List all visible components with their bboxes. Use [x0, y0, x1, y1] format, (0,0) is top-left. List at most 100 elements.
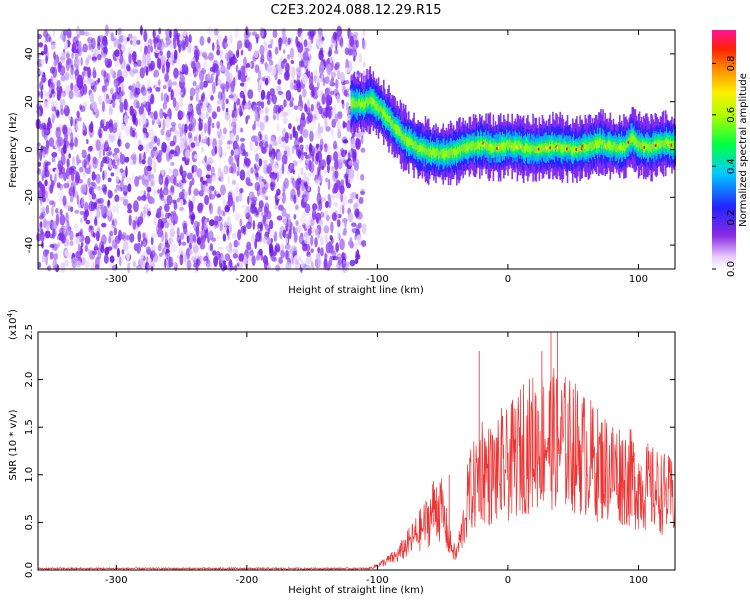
spectrogram-noise-cell — [262, 236, 269, 245]
spectrogram-noise-cell — [198, 121, 203, 131]
spectrogram-noise-cell — [268, 49, 272, 58]
spectrogram-ridge-cell — [433, 148, 435, 158]
spectrogram-ridge-cell — [427, 147, 430, 157]
spectrogram-noise-cell — [200, 131, 204, 137]
spectrogram-noise-cell — [181, 241, 187, 246]
spectrogram-noise-cell — [117, 186, 123, 192]
spectrogram-noise-cell — [224, 42, 229, 48]
spectrogram-noise-cell — [217, 166, 222, 178]
spectrogram-ridge-cell — [659, 139, 662, 149]
spectrogram-noise-cell — [205, 179, 208, 187]
spectrogram-noise-cell — [37, 33, 42, 40]
spectrogram-ridge-cell — [564, 141, 567, 152]
spectrogram-noise-cell — [204, 155, 207, 164]
spectrogram-ridge-cell — [371, 97, 374, 107]
spectrogram-noise-cell — [243, 83, 247, 94]
spectrogram-noise-cell — [236, 157, 240, 168]
spectrogram-noise-cell — [172, 135, 177, 145]
spectrogram-noise-cell — [309, 130, 312, 143]
spectrogram-noise-cell — [83, 184, 87, 193]
spectrogram-noise-cell — [267, 63, 272, 73]
spectrogram-noise-cell — [205, 138, 210, 146]
spectrogram-ridge-cell — [602, 139, 604, 146]
spectrogram-noise-cell — [354, 208, 360, 218]
spectrogram-noise-cell — [258, 70, 262, 81]
spectrogram-noise-cell — [181, 179, 187, 184]
spectrogram-noise-cell — [216, 121, 220, 129]
spectrogram-noise-cell — [52, 77, 58, 87]
spectrogram-noise-cell — [189, 180, 193, 188]
spectrogram-ridge-cell — [649, 142, 651, 152]
spectrogram-ridge-cell — [577, 146, 579, 154]
spectrogram-noise-cell — [209, 137, 212, 146]
spectrogram-noise-cell — [179, 74, 186, 83]
spectrogram-noise-cell — [246, 169, 251, 179]
spectrogram-noise-cell — [351, 222, 357, 227]
spectrogram-ridge-cell — [636, 139, 639, 148]
spectrogram-noise-cell — [284, 70, 290, 81]
spectrogram-noise-cell — [205, 252, 209, 262]
spectrogram-noise-cell — [326, 64, 332, 75]
spectrogram-noise-cell — [297, 106, 302, 111]
spectrogram-noise-cell — [330, 43, 334, 50]
spectrogram-ridge-cell — [410, 138, 412, 145]
spectrogram-ridge-cell — [401, 133, 404, 141]
spectrogram-noise-cell — [52, 228, 56, 239]
spectrogram-noise-cell — [342, 120, 346, 129]
spectrogram-noise-cell — [98, 190, 103, 196]
spectrogram-noise-cell — [251, 31, 258, 36]
spectrogram-ridge-cell — [453, 148, 456, 158]
spectrogram-ridge-cell — [386, 114, 388, 121]
spectrogram-noise-cell — [264, 224, 271, 231]
spectrogram-noise-cell — [281, 163, 285, 175]
spectrogram-noise-cell — [103, 254, 109, 264]
colorbar-tick-label: 0.4 — [726, 158, 737, 174]
spectrogram-noise-cell — [111, 123, 118, 134]
spectrogram-ridge-cell — [650, 143, 652, 152]
spectrogram-noise-cell — [210, 73, 214, 83]
spectrogram-noise-cell — [89, 225, 93, 230]
spectrogram-noise-cell — [135, 87, 141, 95]
spectrogram-noise-cell — [82, 167, 86, 179]
spectrogram-noise-cell — [300, 112, 306, 121]
spectrogram-noise-cell — [89, 250, 96, 260]
spectrogram-noise-cell — [160, 128, 165, 136]
spectrogram-noise-cell — [207, 116, 212, 127]
spectrogram-noise-cell — [73, 63, 78, 68]
spectrogram-noise-cell — [333, 182, 339, 194]
spectrogram-ridge-cell — [472, 140, 475, 150]
spectrogram-noise-cell — [71, 52, 74, 59]
spectrogram-noise-cell — [146, 186, 152, 193]
spectrogram-noise-cell — [345, 101, 350, 111]
spectrogram-noise-cell — [102, 35, 108, 47]
spectrogram-noise-cell — [290, 59, 295, 64]
spectrogram-noise-cell — [279, 104, 284, 112]
spectrogram-ridge-cell — [562, 145, 565, 153]
spectrogram-noise-cell — [329, 79, 333, 86]
spectrogram-noise-cell — [74, 177, 79, 186]
spectrogram-noise-cell — [234, 264, 238, 272]
spectrogram-noise-cell — [308, 35, 314, 41]
spectrogram-ridge-cell — [450, 147, 453, 156]
spectrogram-noise-cell — [235, 241, 240, 246]
spectrogram-noise-cell — [300, 214, 307, 226]
spectrogram-noise-cell — [65, 212, 69, 223]
spectrogram-noise-cell — [362, 70, 366, 77]
spectrogram-noise-cell — [136, 196, 143, 201]
snr-y-tick-label: 2.0 — [24, 372, 35, 388]
spectrogram-ridge-cell — [382, 108, 385, 117]
spectrogram-noise-cell — [131, 171, 135, 184]
spectrogram-noise-cell — [289, 47, 295, 60]
spectrogram-noise-cell — [208, 90, 212, 97]
spectrogram-ridge-cell — [449, 148, 452, 158]
spectrogram-noise-cell — [258, 158, 263, 167]
spectrogram-ridge-cell — [430, 150, 433, 158]
spectrogram-noise-cell — [87, 177, 91, 188]
spectrogram-noise-cell — [170, 89, 174, 101]
spectrogram-noise-cell — [284, 62, 290, 73]
spectrogram-noise-cell — [235, 182, 239, 194]
spectrogram-noise-cell — [246, 241, 252, 251]
spectrogram-ridge-cell — [647, 143, 649, 151]
spectrogram-noise-cell — [140, 240, 144, 248]
spectrogram-noise-cell — [122, 68, 128, 79]
